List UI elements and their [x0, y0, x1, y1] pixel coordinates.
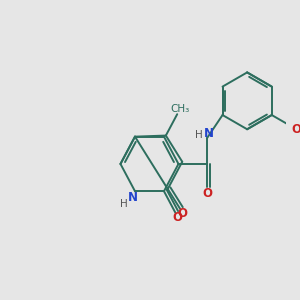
Text: O: O: [178, 207, 188, 220]
Text: CH₃: CH₃: [170, 104, 190, 114]
Text: N: N: [204, 127, 214, 140]
Text: O: O: [202, 187, 212, 200]
Text: H: H: [195, 130, 203, 140]
Text: H: H: [120, 199, 128, 209]
Text: N: N: [128, 191, 137, 204]
Text: O: O: [173, 211, 183, 224]
Text: O: O: [291, 123, 300, 136]
